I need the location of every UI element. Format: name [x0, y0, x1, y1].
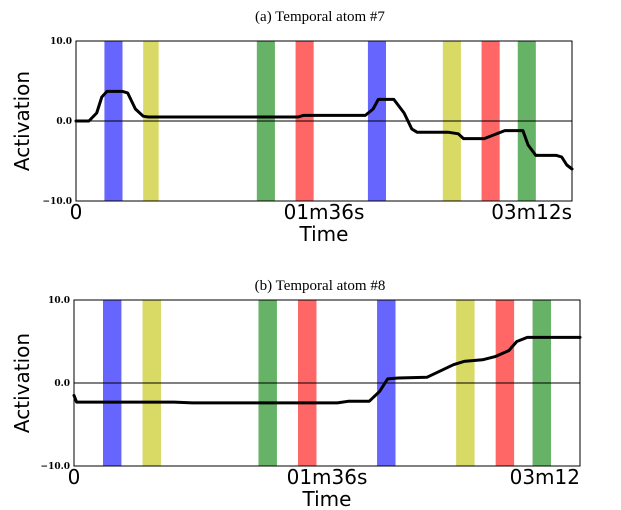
- xtick-label-end: 03m12: [510, 465, 580, 489]
- activation-line: [72, 335, 582, 405]
- chart-title: (a) Temporal atom #7: [255, 9, 385, 25]
- x-axis-label: Time: [302, 487, 352, 510]
- xtick-label-mid: 01m36s: [287, 465, 368, 489]
- y-axis-label: Activation: [10, 333, 34, 433]
- y-axis-label: Activation: [10, 71, 34, 171]
- activation-line: [74, 89, 574, 171]
- ytick-label-bottom: −10.0: [43, 197, 72, 207]
- ytick-label-top: 10.0: [48, 296, 70, 306]
- xtick-label-start: 0: [68, 465, 81, 489]
- ytick-label-bottom: −10.0: [41, 462, 70, 472]
- plot-frame: [73, 299, 581, 467]
- chart-title: (b) Temporal atom #8: [255, 278, 386, 294]
- xtick-label-mid: 01m36s: [284, 200, 365, 224]
- x-axis-label: Time: [299, 222, 349, 246]
- xtick-label-start: 0: [70, 200, 83, 224]
- ytick-label-mid: 0.0: [56, 117, 72, 127]
- panel-temporal-atom-7: (a) Temporal atom #7 10.0 0.0 −10.0 0 01…: [10, 9, 574, 246]
- xtick-label-end: 03m12s: [491, 200, 572, 224]
- panel-temporal-atom-8: (b) Temporal atom #8 10.0 0.0 −10.0 0 01…: [10, 278, 582, 510]
- ytick-label-top: 10.0: [50, 37, 72, 47]
- plot-frame: [75, 40, 573, 202]
- ytick-label-mid: 0.0: [54, 379, 70, 389]
